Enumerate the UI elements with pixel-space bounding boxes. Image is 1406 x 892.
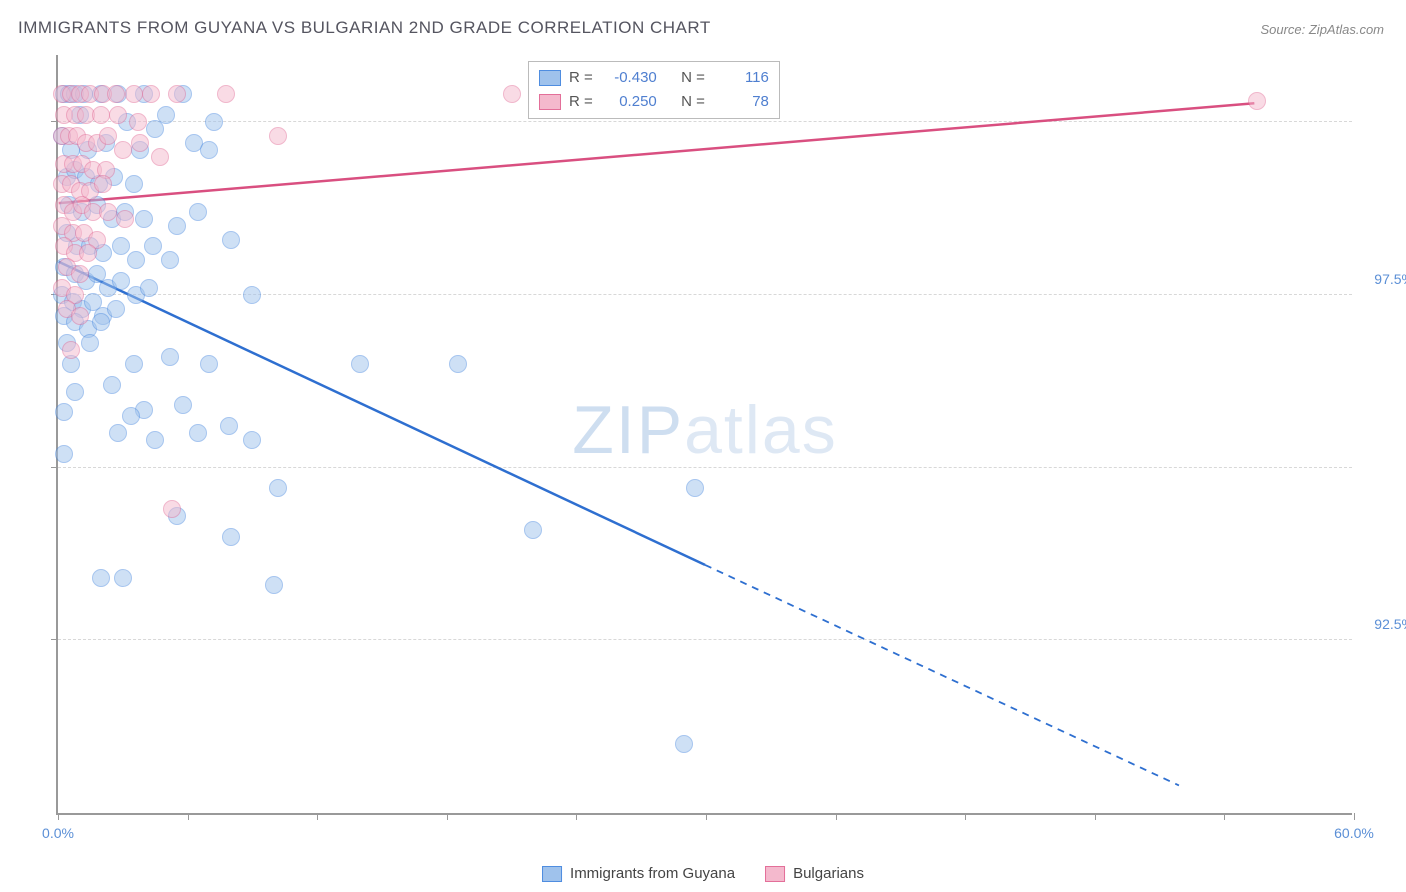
- data-point: [125, 175, 143, 193]
- correlation-stats-box: R =-0.430 N =116R =0.250 N =78: [528, 61, 780, 119]
- data-point: [189, 203, 207, 221]
- data-point: [163, 500, 181, 518]
- data-point: [200, 141, 218, 159]
- data-point: [675, 735, 693, 753]
- legend-swatch: [542, 866, 562, 882]
- data-point: [116, 210, 134, 228]
- chart-title: IMMIGRANTS FROM GUYANA VS BULGARIAN 2ND …: [18, 18, 711, 38]
- data-point: [174, 396, 192, 414]
- data-point: [129, 113, 147, 131]
- data-point: [269, 479, 287, 497]
- data-point: [449, 355, 467, 373]
- data-point: [161, 251, 179, 269]
- stats-row: R =-0.430 N =116: [539, 66, 769, 90]
- y-tick-label: 92.5%: [1374, 616, 1406, 632]
- data-point: [103, 376, 121, 394]
- data-point: [81, 334, 99, 352]
- x-tick-label: 0.0%: [42, 825, 74, 841]
- data-point: [112, 272, 130, 290]
- data-point: [200, 355, 218, 373]
- data-point: [131, 134, 149, 152]
- stats-row: R =0.250 N =78: [539, 90, 769, 114]
- data-point: [503, 85, 521, 103]
- data-point: [107, 300, 125, 318]
- data-point: [99, 127, 117, 145]
- data-point: [99, 203, 117, 221]
- data-point: [71, 307, 89, 325]
- legend-swatch: [539, 94, 561, 110]
- data-point: [168, 85, 186, 103]
- data-point: [92, 313, 110, 331]
- data-point: [71, 265, 89, 283]
- data-point: [125, 355, 143, 373]
- data-point: [265, 576, 283, 594]
- data-point: [55, 445, 73, 463]
- data-point: [140, 279, 158, 297]
- data-point: [151, 148, 169, 166]
- data-point: [269, 127, 287, 145]
- x-tick-label: 60.0%: [1334, 825, 1374, 841]
- data-point: [55, 403, 73, 421]
- legend-label: Bulgarians: [793, 865, 864, 882]
- series-legend: Immigrants from Guyana Bulgarians: [542, 865, 864, 882]
- data-point: [168, 217, 186, 235]
- data-point: [92, 569, 110, 587]
- data-point: [243, 286, 261, 304]
- data-point: [144, 237, 162, 255]
- legend-item: Bulgarians: [765, 865, 864, 882]
- data-point: [135, 210, 153, 228]
- data-point: [94, 175, 112, 193]
- data-point: [146, 120, 164, 138]
- data-point: [243, 431, 261, 449]
- data-point: [114, 141, 132, 159]
- data-point: [62, 341, 80, 359]
- data-point: [112, 237, 130, 255]
- gridline: [58, 121, 1352, 122]
- data-point: [79, 244, 97, 262]
- data-point: [205, 113, 223, 131]
- source-attribution: Source: ZipAtlas.com: [1260, 22, 1384, 37]
- y-tick-label: 97.5%: [1374, 271, 1406, 287]
- data-point: [217, 85, 235, 103]
- data-point: [114, 569, 132, 587]
- legend-swatch: [539, 70, 561, 86]
- gridline: [58, 467, 1352, 468]
- data-point: [222, 528, 240, 546]
- data-point: [161, 348, 179, 366]
- data-point: [107, 85, 125, 103]
- data-point: [351, 355, 369, 373]
- data-point: [220, 417, 238, 435]
- data-point: [109, 106, 127, 124]
- watermark: ZIPatlas: [572, 391, 837, 469]
- data-point: [524, 521, 542, 539]
- legend-item: Immigrants from Guyana: [542, 865, 735, 882]
- data-point: [125, 85, 143, 103]
- data-point: [189, 424, 207, 442]
- data-point: [66, 383, 84, 401]
- data-point: [122, 407, 140, 425]
- data-point: [1248, 92, 1266, 110]
- data-point: [109, 424, 127, 442]
- scatter-plot: ZIPatlas 92.5%97.5% 0.0%60.0% R =-0.430 …: [56, 55, 1352, 815]
- gridline: [58, 639, 1352, 640]
- data-point: [127, 251, 145, 269]
- data-point: [686, 479, 704, 497]
- legend-swatch: [765, 866, 785, 882]
- data-point: [142, 85, 160, 103]
- data-point: [222, 231, 240, 249]
- legend-label: Immigrants from Guyana: [570, 865, 735, 882]
- data-point: [92, 106, 110, 124]
- data-point: [146, 431, 164, 449]
